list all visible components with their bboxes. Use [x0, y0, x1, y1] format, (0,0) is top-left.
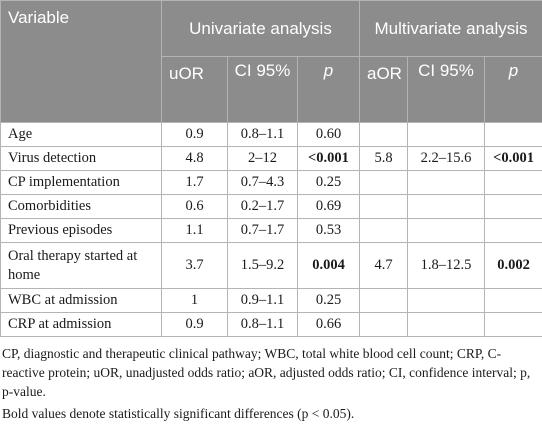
significance-note: Bold values denote statistically signifi…	[2, 406, 355, 421]
p-univariate-cell: 0.69	[297, 194, 360, 219]
ci-multivariate-cell	[407, 194, 485, 219]
aor-cell	[359, 170, 408, 195]
aor-cell: 5.8	[359, 146, 408, 171]
ci-univariate-cell: 0.2–1.7	[227, 194, 298, 219]
uor-cell: 1.1	[161, 218, 228, 243]
p-univariate-cell: <0.001	[297, 146, 360, 171]
ci-multivariate-cell: 1.8–12.5	[407, 242, 485, 289]
table-row: CRP at admission 0.9 0.8–1.1 0.66	[0, 312, 542, 337]
ci-multivariate-cell	[407, 122, 485, 147]
p-univariate-cell: 0.53	[297, 218, 360, 243]
ci-univariate-cell: 1.5–9.2	[227, 242, 298, 289]
uor-cell: 1	[161, 288, 228, 313]
uor-cell: 4.8	[161, 146, 228, 171]
variable-cell: CRP at admission	[0, 312, 162, 337]
aor-cell	[359, 312, 408, 337]
header-row-1: Variable Univariate analysis Multivariat…	[0, 0, 542, 123]
multivariate-header: Multivariate analysis	[358, 0, 542, 57]
ci-univariate-header: CI 95%	[227, 56, 298, 123]
p-univariate-cell: 0.25	[297, 170, 360, 195]
p-multivariate-cell	[483, 122, 542, 147]
table-row: Oral therapy started at home 3.7 1.5–9.2…	[0, 242, 542, 289]
table-row: WBC at admission 1 0.9–1.1 0.25	[0, 288, 542, 313]
variable-cell: Previous episodes	[0, 218, 162, 243]
ci-univariate-cell: 0.9–1.1	[227, 288, 298, 313]
uor-cell: 1.7	[161, 170, 228, 195]
variable-cell: CP implementation	[0, 170, 162, 195]
ci-univariate-cell: 0.8–1.1	[227, 312, 298, 337]
variable-cell: Age	[0, 122, 162, 147]
ci-univariate-cell: 2–12	[227, 146, 298, 171]
table-footnotes: CP, diagnostic and therapeutic clinical …	[0, 337, 542, 423]
abbreviations-note: CP, diagnostic and therapeutic clinical …	[2, 346, 531, 399]
results-table: Variable Univariate analysis Multivariat…	[0, 0, 542, 337]
p-multivariate-cell	[483, 312, 542, 337]
header-row-2: uOR CI 95% p aOR CI 95% p	[1, 56, 542, 123]
uor-cell: 0.9	[161, 122, 228, 147]
ci-multivariate-cell	[407, 288, 485, 313]
aor-cell: 4.7	[359, 242, 408, 289]
ci-multivariate-header: CI 95%	[407, 56, 485, 123]
p-multivariate-cell: <0.001	[483, 146, 542, 171]
p-multivariate-cell	[483, 218, 542, 243]
ci-multivariate-cell	[407, 312, 485, 337]
uor-header: uOR	[161, 56, 228, 123]
ci-univariate-cell: 0.8–1.1	[227, 122, 298, 147]
ci-multivariate-cell	[407, 170, 485, 195]
p-univariate-header: p	[297, 56, 360, 123]
ci-multivariate-cell	[407, 218, 485, 243]
table-row: Virus detection 4.8 2–12 <0.001 5.8 2.2–…	[0, 146, 542, 171]
table-row: CP implementation 1.7 0.7–4.3 0.25	[0, 170, 542, 195]
aor-cell	[359, 194, 408, 219]
table-row: Previous episodes 1.1 0.7–1.7 0.53	[0, 218, 542, 243]
p-multivariate-cell	[483, 288, 542, 313]
p-univariate-cell: 0.004	[297, 242, 360, 289]
aor-cell	[359, 122, 408, 147]
aor-cell	[359, 288, 408, 313]
uor-cell: 0.9	[161, 312, 228, 337]
aor-cell	[359, 218, 408, 243]
p-univariate-cell: 0.60	[297, 122, 360, 147]
ci-univariate-cell: 0.7–4.3	[227, 170, 298, 195]
variable-header: Variable	[0, 0, 162, 123]
p-multivariate-cell	[483, 194, 542, 219]
p-multivariate-cell: 0.002	[483, 242, 542, 289]
variable-cell: Comorbidities	[0, 194, 162, 219]
aor-header: aOR	[359, 56, 408, 123]
univariate-header: Univariate analysis	[161, 0, 360, 57]
uor-cell: 0.6	[161, 194, 228, 219]
variable-cell: Virus detection	[0, 146, 162, 171]
variable-cell: Oral therapy started at home	[0, 242, 162, 289]
table-row: Comorbidities 0.6 0.2–1.7 0.69	[0, 194, 542, 219]
p-univariate-cell: 0.66	[297, 312, 360, 337]
ci-univariate-cell: 0.7–1.7	[227, 218, 298, 243]
p-multivariate-header: p	[483, 56, 542, 123]
table-row: Age 0.9 0.8–1.1 0.60	[0, 122, 542, 147]
uor-cell: 3.7	[161, 242, 228, 289]
p-multivariate-cell	[483, 170, 542, 195]
p-univariate-cell: 0.25	[297, 288, 360, 313]
variable-cell: WBC at admission	[0, 288, 162, 313]
ci-multivariate-cell: 2.2–15.6	[407, 146, 485, 171]
